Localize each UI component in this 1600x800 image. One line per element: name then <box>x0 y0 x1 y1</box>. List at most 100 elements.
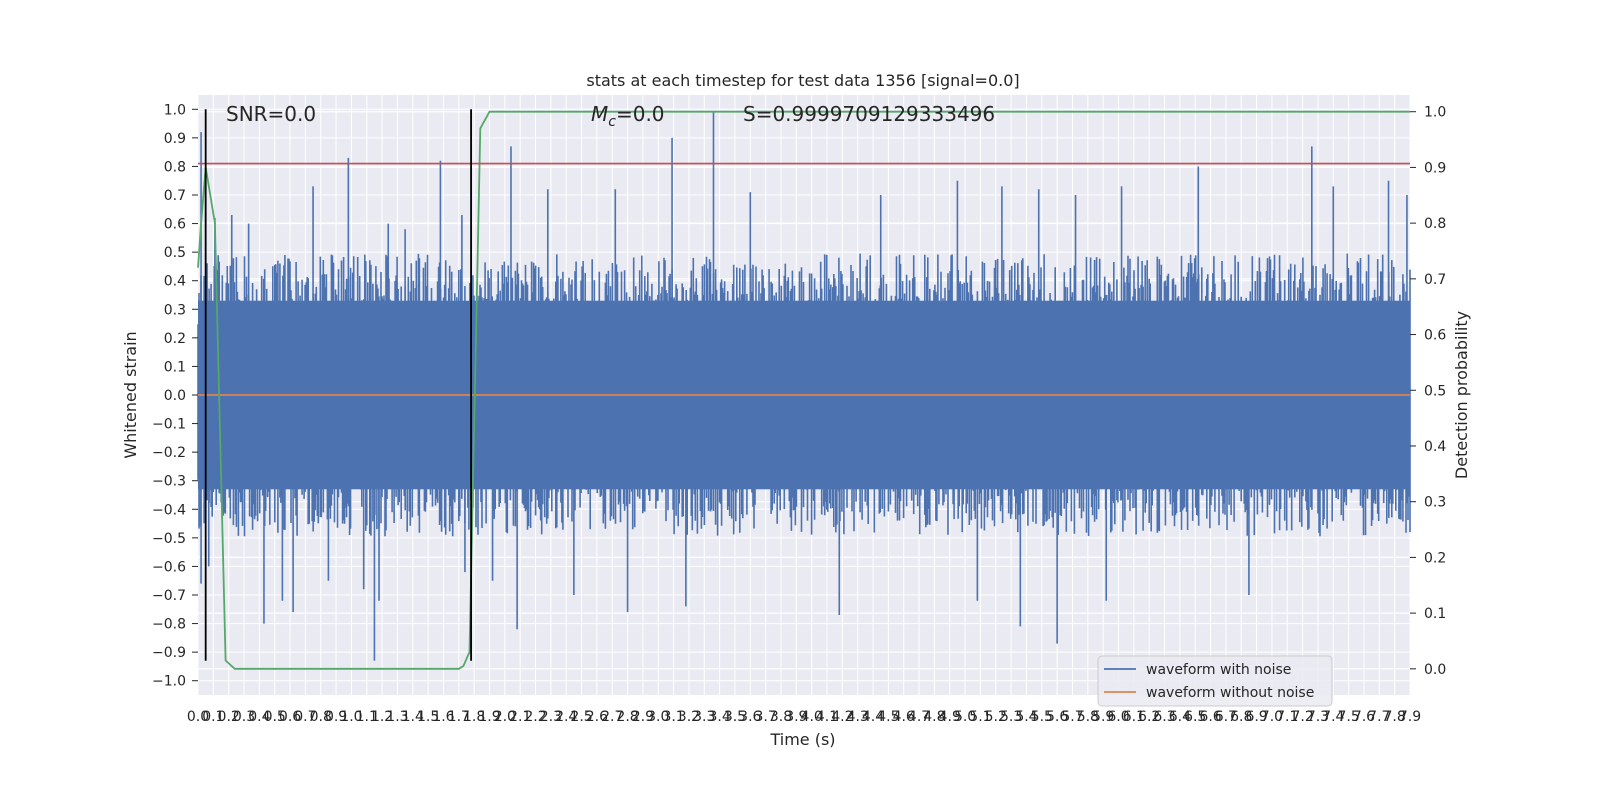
y-tick-label: 0.4 <box>164 274 186 290</box>
y2-tick-label: 0.0 <box>1424 662 1446 678</box>
x-tick-label: 0.6 <box>279 709 301 725</box>
annotation-mc-value: =0.0 <box>616 102 665 126</box>
x-tick-label: 0.0 <box>187 709 209 725</box>
x-tick-label: 5.6 <box>1046 709 1068 725</box>
x-tick-label: 6.7 <box>1215 709 1237 725</box>
x-tick-label: 0.5 <box>264 709 286 725</box>
x-tick-label: 3.9 <box>785 709 807 725</box>
x-tick-label: 2.7 <box>601 709 623 725</box>
x-tick-label: 4.0 <box>801 709 823 725</box>
x-tick-label: 6.9 <box>1245 709 1267 725</box>
x-tick-label: 5.8 <box>1077 709 1099 725</box>
x-tick-label: 2.0 <box>494 709 516 725</box>
x-tick-label: 3.1 <box>662 709 684 725</box>
y-tick-label: −1.0 <box>152 674 186 690</box>
y-tick-label: −0.8 <box>152 617 186 633</box>
x-tick-label: 4.9 <box>939 709 961 725</box>
x-tick-label: 4.1 <box>816 709 838 725</box>
x-tick-label: 7.4 <box>1322 709 1344 725</box>
x-tick-label: 5.5 <box>1031 709 1053 725</box>
y2-tick-label: 0.4 <box>1424 439 1446 455</box>
x-tick-label: 6.4 <box>1169 709 1191 725</box>
y2-tick-label: 0.9 <box>1424 160 1446 176</box>
legend-label-clean: waveform without noise <box>1146 685 1314 701</box>
x-tick-label: 1.0 <box>340 709 362 725</box>
y-tick-label: 0.5 <box>164 245 186 261</box>
x-tick-label: 1.1 <box>356 709 378 725</box>
x-tick-label: 7.6 <box>1353 709 1375 725</box>
y2-tick-label: 0.2 <box>1424 550 1446 566</box>
x-tick-label: 6.1 <box>1123 709 1145 725</box>
y-tick-labels: 1.0 0.9 0.8 0.7 0.6 0.5 0.4 0.3 0.2 0.1 0.0 −0.1 −0.… <box>152 102 198 690</box>
x-tick-label: 0.8 <box>310 709 332 725</box>
x-tick-label: 2.8 <box>616 709 638 725</box>
x-tick-label: 3.6 <box>739 709 761 725</box>
x-tick-label: 0.4 <box>248 709 270 725</box>
x-tick-label: 0.1 <box>202 709 224 725</box>
x-tick-label: 1.5 <box>417 709 439 725</box>
y-tick-label: −0.3 <box>152 474 186 490</box>
x-tick-label: 2.4 <box>555 709 577 725</box>
x-tick-label: 2.6 <box>586 709 608 725</box>
x-tick-label: 7.7 <box>1368 709 1390 725</box>
y2-tick-label: 0.1 <box>1424 606 1446 622</box>
x-tick-labels: 0.00.10.20.30.40.50.60.70.80.91.01.11.21… <box>187 709 1421 725</box>
y-tick-label: 0.0 <box>164 388 186 404</box>
y-tick-label: −0.4 <box>152 502 186 518</box>
y2-tick-label: 0.3 <box>1424 495 1446 511</box>
legend: waveform with noise waveform without noi… <box>1097 655 1333 707</box>
x-tick-label: 1.4 <box>402 709 424 725</box>
x-tick-label: 1.3 <box>386 709 408 725</box>
x-tick-label: 3.2 <box>678 709 700 725</box>
annotation-mc: Mc=0.0 <box>591 102 665 130</box>
x-tick-label: 5.9 <box>1092 709 1114 725</box>
y-tick-label: 0.3 <box>164 302 186 318</box>
x-tick-label: 5.3 <box>1000 709 1022 725</box>
x-tick-label: 2.9 <box>632 709 654 725</box>
x-tick-label: 0.3 <box>233 709 255 725</box>
x-tick-label: 5.7 <box>1061 709 1083 725</box>
y2-tick-label: 0.5 <box>1424 383 1446 399</box>
x-tick-label: 4.2 <box>831 709 853 725</box>
y-tick-label: −0.2 <box>152 445 186 461</box>
x-tick-label: 1.7 <box>448 709 470 725</box>
y-tick-label: −0.7 <box>152 588 186 604</box>
y-axis-label: Whitened strain <box>121 331 140 458</box>
y-tick-label: −0.6 <box>152 559 186 575</box>
x-tick-label: 0.7 <box>294 709 316 725</box>
chart-title: stats at each timestep for test data 135… <box>586 71 1019 90</box>
x-tick-label: 0.9 <box>325 709 347 725</box>
x-tick-label: 5.1 <box>969 709 991 725</box>
x-tick-label: 7.5 <box>1338 709 1360 725</box>
x-tick-label: 2.2 <box>524 709 546 725</box>
y-tick-label: 0.7 <box>164 188 186 204</box>
x-tick-label: 5.2 <box>985 709 1007 725</box>
y2-tick-label: 0.6 <box>1424 328 1446 344</box>
y-tick-label: 0.8 <box>164 159 186 175</box>
legend-label-noisy: waveform with noise <box>1146 662 1291 678</box>
x-tick-label: 6.0 <box>1107 709 1129 725</box>
annotation-snr: SNR=0.0 <box>226 102 316 126</box>
x-tick-label: 5.4 <box>1015 709 1037 725</box>
x-tick-label: 7.0 <box>1261 709 1283 725</box>
y2-tick-label: 1.0 <box>1424 105 1446 121</box>
x-tick-label: 4.7 <box>908 709 930 725</box>
x-tick-label: 7.2 <box>1291 709 1313 725</box>
marker-lines <box>204 109 472 661</box>
x-tick-label: 4.6 <box>893 709 915 725</box>
x-tick-label: 6.6 <box>1199 709 1221 725</box>
y2-tick-labels: 1.0 0.9 0.8 0.7 0.6 0.5 0.4 0.3 0.2 0.1 0.0 <box>1410 105 1446 678</box>
y-tick-label: −0.5 <box>152 531 186 547</box>
y2-tick-label: 0.8 <box>1424 216 1446 232</box>
x-tick-label: 1.8 <box>463 709 485 725</box>
x-tick-label: 2.1 <box>509 709 531 725</box>
y-tick-label: 0.2 <box>164 331 186 347</box>
y-tick-label: 1.0 <box>164 102 186 118</box>
y-tick-label: 0.1 <box>164 359 186 375</box>
x-tick-label: 7.8 <box>1384 709 1406 725</box>
x-tick-label: 4.5 <box>877 709 899 725</box>
y-tick-label: −0.9 <box>152 645 186 661</box>
y-tick-label: 0.6 <box>164 217 186 233</box>
annotation-mc-subscript: c <box>608 114 616 130</box>
